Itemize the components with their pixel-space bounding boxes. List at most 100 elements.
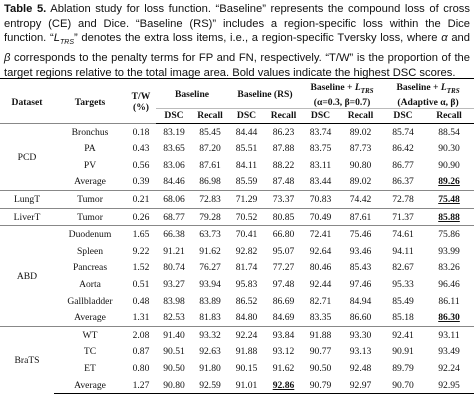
value-cell: 71.29 — [228, 190, 265, 209]
caption-text: and — [447, 32, 470, 45]
value-cell: 76.27 — [199, 262, 221, 274]
value-cell: 0.21 — [126, 190, 156, 209]
value-cell: 97.46 — [349, 279, 372, 291]
value-cell: 83.65 — [163, 143, 185, 155]
target-cell: Tumor — [54, 207, 126, 227]
header-cell: Recall — [424, 107, 474, 124]
dataset-cell: LiverT — [0, 207, 54, 227]
value-cell: 72.78 — [382, 190, 425, 209]
value-cell: 81.83 — [192, 309, 228, 328]
caption-text: Ablation study for loss function. “Basel… — [4, 3, 470, 45]
target-cell: ET — [84, 363, 96, 375]
header-cell: T/W (%) — [126, 78, 156, 124]
value-cell: 83.74 — [302, 122, 340, 141]
value-cell: 83.19 — [156, 122, 192, 141]
value-cell: 0.80 — [132, 363, 150, 375]
value-cell: 86.60 — [339, 309, 383, 328]
value-cell: 92.44 — [309, 279, 332, 291]
value-cell: 92.59 — [192, 376, 228, 395]
value-cell: 80.46 — [309, 262, 332, 274]
header-cell: DSC — [302, 107, 340, 124]
value-cell: 75.86 — [424, 225, 474, 244]
value-cell: 94.11 — [392, 245, 414, 257]
value-cell: 93.13 — [349, 346, 372, 358]
table-row: Average 0.39 84.46 86.98 85.59 87.48 83.44 89.0… — [0, 173, 474, 192]
value-cell: 70.49 — [302, 207, 340, 227]
caption-text: β — [4, 52, 11, 65]
value-cell: 90.70 — [382, 376, 425, 395]
value-cell: 84.11 — [235, 159, 258, 171]
value-cell: 86.42 — [392, 143, 414, 155]
target-cell: Duodenum — [54, 225, 126, 244]
value-cell: 95.33 — [392, 279, 414, 291]
value-cell: 93.12 — [272, 346, 295, 358]
value-cell: 82.71 — [309, 295, 332, 307]
table-row: Pancreas 1.52 80.74 76.27 81.74 77.27 80.46 85.… — [0, 260, 474, 277]
value-cell: 91.40 — [156, 326, 192, 344]
dataset-cell: PCD — [0, 122, 54, 191]
value-cell: 93.94 — [199, 279, 221, 291]
value-cell: 0.26 — [126, 207, 156, 227]
table-row: PA 0.43 83.65 87.20 85.51 87.88 83.75 87.73 86.4… — [0, 141, 474, 158]
value-cell: 91.21 — [163, 245, 185, 257]
header-text: (α=0.3, β=0.7) — [313, 96, 371, 108]
value-cell: 92.64 — [309, 245, 332, 257]
value-cell: 83.75 — [309, 143, 332, 155]
value-cell: 0.39 — [126, 173, 156, 192]
header-cell: Recall — [265, 107, 303, 124]
value-cell: 0.18 — [126, 122, 156, 141]
target-cell: Average — [54, 376, 126, 395]
value-cell: 86.69 — [272, 295, 295, 307]
value-cell: 83.35 — [302, 309, 340, 328]
value-cell: 87.20 — [199, 143, 221, 155]
value-cell: 92.41 — [382, 326, 425, 344]
value-cell: 75.46 — [339, 225, 383, 244]
value-cell: 90.77 — [309, 346, 332, 358]
header-text: TRS — [446, 86, 460, 95]
value-cell: 87.48 — [265, 173, 303, 192]
value-cell: 96.46 — [438, 279, 460, 291]
value-cell: 83.26 — [438, 262, 460, 274]
value-cell: 87.88 — [272, 143, 295, 155]
value-cell: 90.50 — [163, 363, 185, 375]
header-text: TRS — [360, 86, 374, 95]
dataset-cell: BraTS — [0, 326, 54, 394]
value-cell: 92.82 — [235, 245, 258, 257]
value-cell: 95.07 — [272, 245, 295, 257]
header-cell: Baseline + LTRS (α=0.3, β=0.7) — [302, 78, 383, 109]
target-cell: PV — [83, 159, 97, 171]
caption-text: corresponds to the penalty terms for FP … — [4, 52, 470, 79]
header-text: Baseline + — [396, 82, 441, 93]
value-cell: 91.62 — [199, 245, 221, 257]
value-cell: 83.06 — [163, 159, 185, 171]
value-cell: 90.80 — [156, 376, 192, 395]
value-cell: 84.46 — [156, 173, 192, 192]
caption-text: Table 5. — [4, 3, 47, 15]
caption-text: ” denotes the extra loss items, i.e., a … — [73, 32, 442, 45]
value-cell: 1.27 — [126, 376, 156, 395]
table-row: Average 1.31 82.53 81.83 84.80 84.69 83.35 86.6… — [0, 309, 474, 328]
value-cell: 86.11 — [438, 295, 460, 307]
value-cell: 89.79 — [392, 363, 414, 375]
value-cell: 68.77 — [156, 207, 192, 227]
value-cell: 86.77 — [392, 159, 414, 171]
value-cell: 87.73 — [349, 143, 372, 155]
value-cell: 0.51 — [132, 279, 150, 291]
target-cell: Pancreas — [72, 262, 108, 274]
value-cell: 85.49 — [392, 295, 414, 307]
dataset-cell: LungT — [0, 190, 54, 209]
value-cell: 92.97 — [339, 376, 383, 395]
value-cell: 93.49 — [438, 346, 460, 358]
table-row: Spleen 9.22 91.21 91.62 92.82 95.07 92.64 93.46… — [0, 243, 474, 260]
ablation-table: Dataset Targets T/W (%) Baseline Baseline… — [0, 78, 474, 395]
header-cell: Baseline + LTRS (Adaptive α, β) — [382, 78, 474, 109]
value-cell: 73.37 — [265, 190, 303, 209]
header-cell: DSC — [382, 107, 425, 124]
value-cell: 89.02 — [339, 122, 383, 141]
value-cell: 85.45 — [192, 122, 228, 141]
header-cell: Baseline (RS) — [228, 78, 303, 109]
header-cell: DSC — [228, 107, 265, 124]
table-row: ET 0.80 90.50 91.80 90.15 91.62 90.50 92.48 89.7… — [0, 360, 474, 377]
target-cell: Average — [54, 309, 126, 328]
